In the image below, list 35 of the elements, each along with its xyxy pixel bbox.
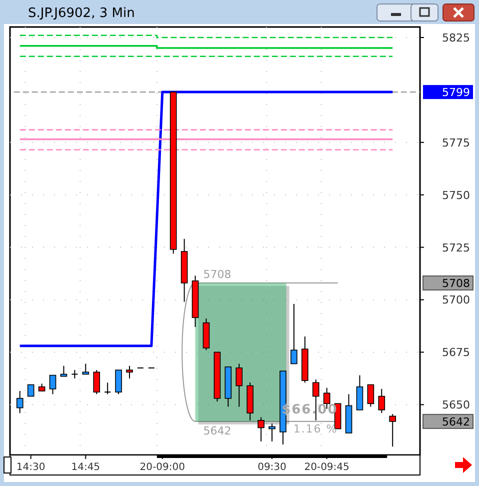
candlestick xyxy=(367,384,374,408)
candlestick xyxy=(389,414,396,448)
ref-line-label: 5799 xyxy=(442,86,470,100)
candlestick xyxy=(115,370,122,395)
y-tick-label: 5675 xyxy=(442,346,470,360)
candlestick xyxy=(126,365,133,379)
x-tick-label: 14:45 xyxy=(71,462,100,473)
candlestick xyxy=(104,382,112,395)
x-tick-label: 20-09:00 xyxy=(140,462,185,473)
candlestick xyxy=(236,363,243,408)
candlestick xyxy=(93,370,100,395)
candlestick xyxy=(258,416,264,442)
annotation: 5642 xyxy=(203,424,232,438)
candlestick xyxy=(290,303,298,364)
y-tick-label: 5825 xyxy=(442,31,470,44)
candlestick xyxy=(16,390,24,414)
y-tick-label: 5642 xyxy=(442,415,470,428)
annotation: 5708 xyxy=(203,268,232,281)
y-tick-label: 5708 xyxy=(442,276,470,290)
y-tick-label: 5775 xyxy=(442,136,470,150)
candlestick xyxy=(356,374,364,410)
y-tick-label: 5700 xyxy=(442,294,470,307)
x-tick-label: 20-09:45 xyxy=(304,462,350,473)
y-tick-label: 5650 xyxy=(442,398,470,412)
y-tick-label: 5725 xyxy=(442,241,470,254)
annotation: 1.16 % xyxy=(293,422,338,436)
candlestick xyxy=(49,374,56,395)
candlestick xyxy=(268,423,276,442)
y-tick-label: 5750 xyxy=(442,188,470,202)
x-tick-label: 14:30 xyxy=(16,462,46,473)
candlestick xyxy=(82,363,90,375)
x-tick-label: 09:30 xyxy=(258,462,286,473)
candlestick xyxy=(378,388,386,414)
candlestick xyxy=(27,384,34,397)
chart-title: S.JP.J6902, 3 Min xyxy=(28,6,135,21)
